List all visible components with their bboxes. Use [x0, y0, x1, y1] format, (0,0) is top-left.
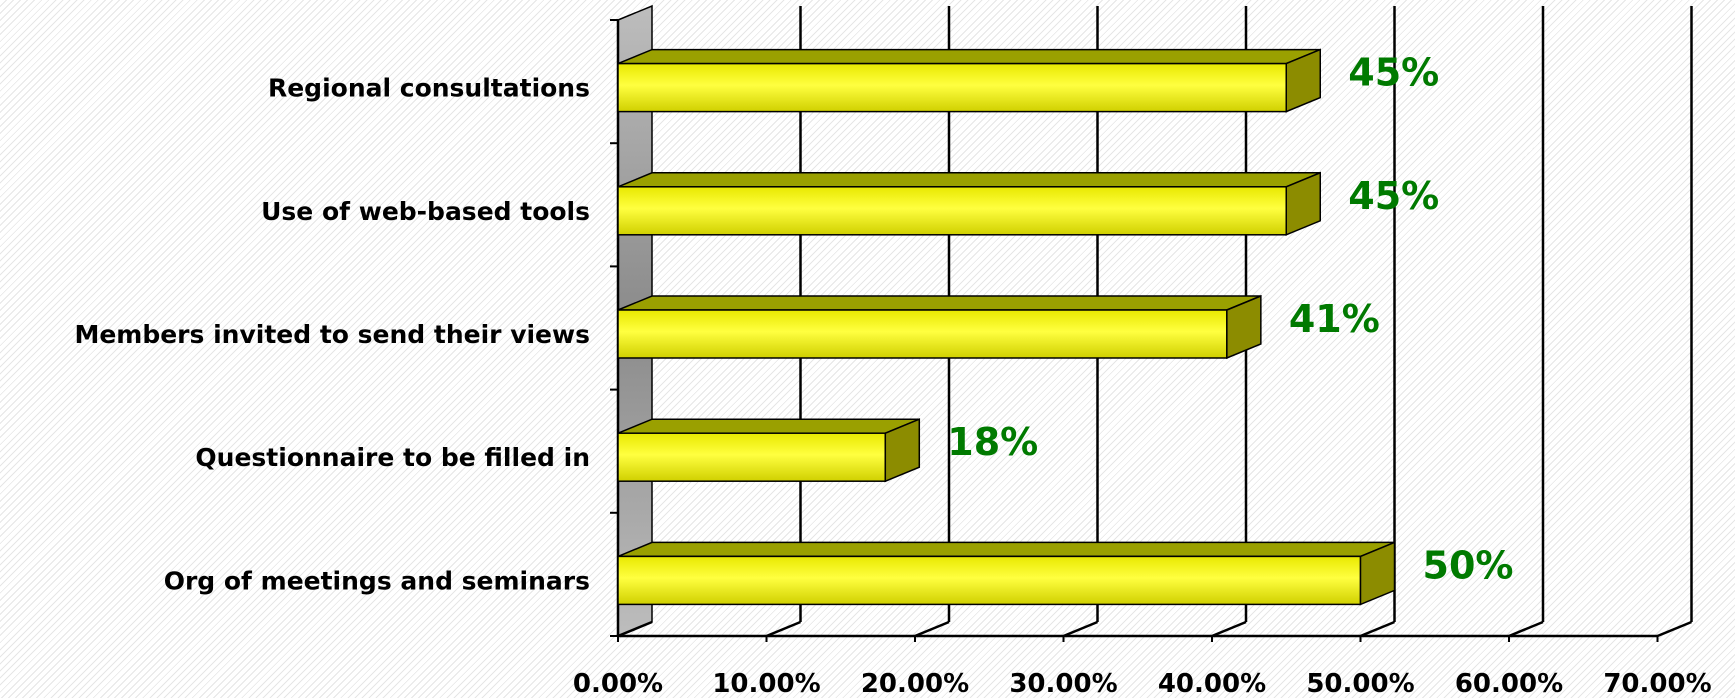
bar-top-face	[617, 418, 920, 434]
bar-top-face	[617, 172, 1321, 188]
bar-top-face	[617, 48, 1321, 65]
x-tick-label: 50.00%	[1306, 669, 1414, 698]
floor-gridline	[617, 620, 653, 638]
bar-side-face	[884, 418, 921, 483]
data-label: 45%	[1348, 174, 1439, 218]
bar	[617, 62, 1287, 113]
bar-side-face	[1285, 171, 1321, 236]
x-tick-label: 60.00%	[1455, 669, 1563, 698]
data-label: 41%	[1289, 297, 1380, 341]
bars-layer	[617, 48, 1396, 606]
labels-layer: 0.00% 10.00% 20.00% 30.00% 40.00% 50.00% 60.00…	[74, 51, 1711, 698]
floor-gridline	[766, 620, 801, 638]
category-label: Org of meetings and seminars	[164, 566, 590, 595]
x-tick-label: 40.00%	[1158, 669, 1266, 698]
floor-gridline	[1211, 620, 1247, 638]
bar	[617, 186, 1287, 236]
x-tick-label: 20.00%	[861, 669, 969, 698]
data-label: 18%	[947, 420, 1038, 464]
floor-gridline	[1063, 620, 1098, 638]
x-tick-label: 70.00%	[1603, 669, 1711, 698]
bar-top-face	[617, 295, 1262, 311]
category-label: Regional consultations	[268, 74, 590, 103]
bar-top-face	[617, 541, 1395, 558]
bar	[617, 309, 1228, 359]
floor-gridline	[1360, 620, 1395, 638]
floor-gridline	[1657, 620, 1692, 638]
category-label: Use of web-based tools	[261, 197, 590, 226]
bar-side-face	[1226, 294, 1262, 360]
floor-gridline	[914, 620, 950, 638]
bar	[617, 432, 887, 482]
x-tick-label: 10.00%	[712, 669, 820, 698]
data-label: 45%	[1348, 51, 1439, 95]
category-label: Questionnaire to be filled in	[195, 443, 590, 472]
floor-gridline	[1508, 620, 1544, 638]
bar-side-face	[1285, 48, 1321, 113]
x-tick-label: 30.00%	[1009, 669, 1117, 698]
bar	[617, 555, 1362, 606]
bar-side-face	[1359, 541, 1396, 606]
data-label: 50%	[1423, 543, 1514, 587]
category-label: Members invited to send their views	[74, 320, 590, 349]
x-tick-label: 0.00%	[573, 669, 663, 698]
